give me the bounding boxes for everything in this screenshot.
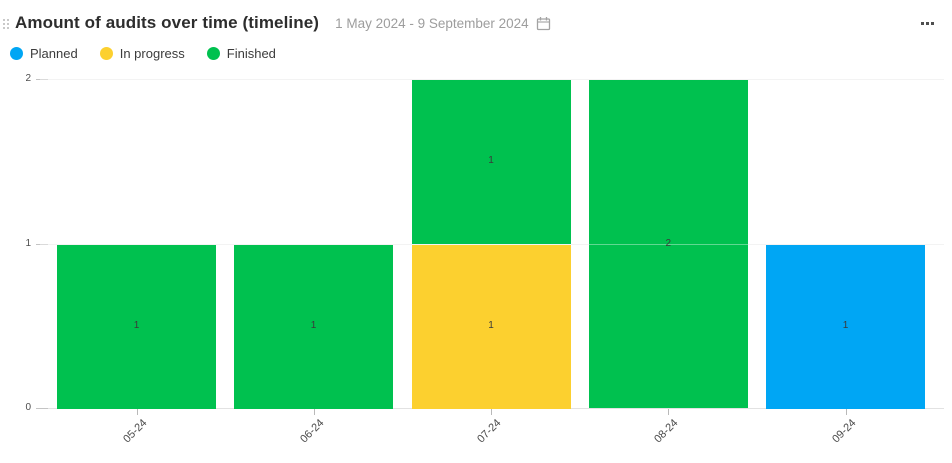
legend-item-finished[interactable]: Finished xyxy=(206,46,276,61)
legend-label: Finished xyxy=(226,46,276,61)
legend-dot-planned xyxy=(10,47,23,60)
legend-item-planned[interactable]: Planned xyxy=(10,46,78,61)
bar-segment-05-24-finished[interactable] xyxy=(57,245,216,409)
bar-segment-09-24-planned[interactable] xyxy=(766,245,925,409)
ellipsis-menu-button[interactable] xyxy=(917,16,938,31)
bar-segment-07-24-finished[interactable] xyxy=(411,80,571,244)
y-axis-tick xyxy=(36,408,48,409)
bar-segment-08-24-finished[interactable] xyxy=(588,80,748,408)
legend-dot-in-progress xyxy=(99,47,113,60)
widget-header: Amount of audits over time (timeline) 1 … xyxy=(0,8,952,38)
chart-legend: Planned In progress Finished xyxy=(10,46,276,61)
y-axis-tick-label: 1 xyxy=(25,238,31,249)
bar-segment-06-24-finished[interactable] xyxy=(234,245,393,409)
date-range-label: 1 May 2024 - 9 September 2024 xyxy=(335,15,529,31)
x-axis-tick xyxy=(314,409,315,415)
x-axis-tick xyxy=(668,409,669,415)
y-axis-tick xyxy=(36,79,48,80)
calendar-icon[interactable] xyxy=(536,16,551,31)
legend-label: In progress xyxy=(119,46,185,61)
legend-item-in-progress[interactable]: In progress xyxy=(99,46,185,61)
widget-title: Amount of audits over time (timeline) xyxy=(15,13,320,32)
gridline-overlay-y-2 xyxy=(40,79,944,80)
legend-label: Planned xyxy=(30,46,78,61)
x-axis-tick xyxy=(846,409,847,415)
gridline-overlay-y-1 xyxy=(40,244,944,245)
legend-dot-finished xyxy=(206,47,220,60)
gridline-y-1 xyxy=(40,244,944,245)
x-axis-tick-label: 09-24 xyxy=(830,417,859,446)
x-axis-tick-label: 07-24 xyxy=(475,417,504,446)
x-axis-tick-label: 08-24 xyxy=(652,417,681,446)
gridline-y-2 xyxy=(40,79,944,80)
drag-handle-icon[interactable] xyxy=(3,19,9,29)
bar-segment-07-24-in-progress[interactable] xyxy=(411,245,571,409)
x-axis-tick xyxy=(137,409,138,415)
y-axis-tick-label: 2 xyxy=(25,73,31,84)
x-axis-tick xyxy=(491,409,492,415)
x-axis-tick-label: 06-24 xyxy=(298,417,327,446)
y-axis-tick-label: 0 xyxy=(25,402,31,413)
y-axis-tick xyxy=(36,244,48,245)
x-axis-tick-label: 05-24 xyxy=(121,417,150,446)
